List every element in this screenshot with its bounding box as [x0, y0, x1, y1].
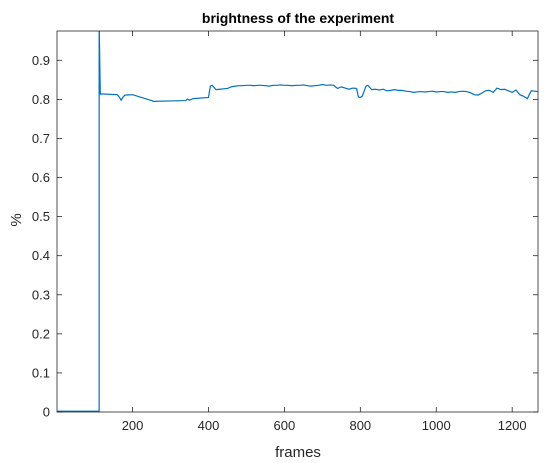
y-tick-label: 0.2: [32, 326, 50, 341]
series-line-1: [57, 31, 538, 412]
x-tick-label: 200: [122, 418, 144, 433]
axes-background: [57, 31, 538, 412]
chart-title: brightness of the experiment: [202, 10, 394, 26]
y-tick-label: 0.4: [32, 248, 50, 263]
y-tick-label: 0.6: [32, 170, 50, 185]
y-tick-label: 0.5: [32, 209, 50, 224]
y-tick-label: 0.1: [32, 365, 50, 380]
y-axis-label: %: [8, 213, 25, 226]
x-tick-label: 800: [349, 418, 371, 433]
x-axis-label: frames: [275, 444, 321, 461]
x-tick-label: 400: [198, 418, 220, 433]
x-tick-label: 600: [274, 418, 296, 433]
y-tick-label: 0.3: [32, 287, 50, 302]
axes-box: [56, 30, 539, 413]
y-tick-label: 0: [43, 405, 50, 420]
plot-area: 200 400 600 800 1000 1200 0 0.1 0.2 0.3 0.4 0.5 0.6 0…: [32, 30, 539, 433]
y-tick-label: 0.9: [32, 53, 50, 68]
x-tick-label: 1200: [498, 418, 527, 433]
x-tick-label: 1000: [422, 418, 451, 433]
y-tick-label: 0.7: [32, 131, 50, 146]
y-tick-label: 0.8: [32, 92, 50, 107]
